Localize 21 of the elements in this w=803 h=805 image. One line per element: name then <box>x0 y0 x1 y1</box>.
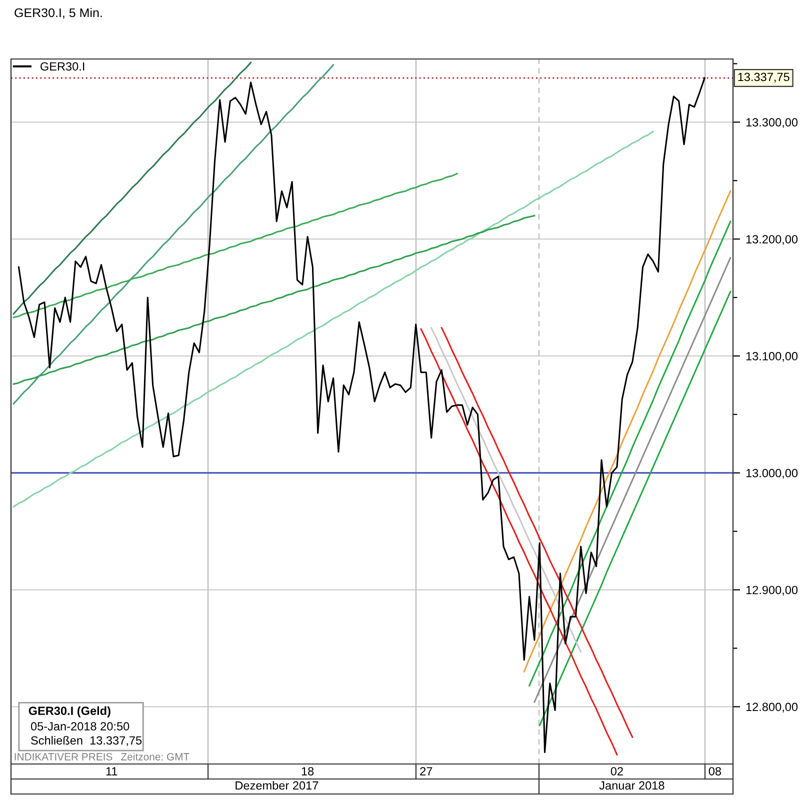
annotation: Zeitzone: GMT <box>121 752 190 760</box>
legend-label: GER30.I <box>40 62 84 71</box>
text: Dezember 2017 <box>236 780 318 790</box>
x-tick-label: 18 <box>302 767 314 776</box>
annotation: GER30.I (Geld) <box>28 706 110 718</box>
y-tick-label: 13.300,00 <box>746 118 798 128</box>
x-tick-label: 11 <box>106 767 118 776</box>
annotation: 05-Jan-2018 20:50 <box>30 722 130 731</box>
y-tick-label: 13.100,00 <box>746 352 798 362</box>
annotation: INDIKATIVER PREIS <box>14 753 112 760</box>
annotation: Schließen 13.337,75 <box>31 736 142 746</box>
y-tick-label: 12.900,00 <box>746 586 798 596</box>
x-tick-label: 27 <box>420 767 432 776</box>
y-tick-label: 13.200,00 <box>746 235 798 245</box>
y-tick-label: 12.800,00 <box>746 702 798 712</box>
text: Januar 2018 <box>599 781 664 790</box>
y-tick-label: 13.000,00 <box>746 468 798 479</box>
ref-line-label: 13.337,75 <box>738 72 790 83</box>
x-tick-label: 02 <box>610 767 623 776</box>
chart-title: GER30.I, 5 Min. <box>14 8 102 19</box>
x-tick-label: 08 <box>708 767 722 776</box>
